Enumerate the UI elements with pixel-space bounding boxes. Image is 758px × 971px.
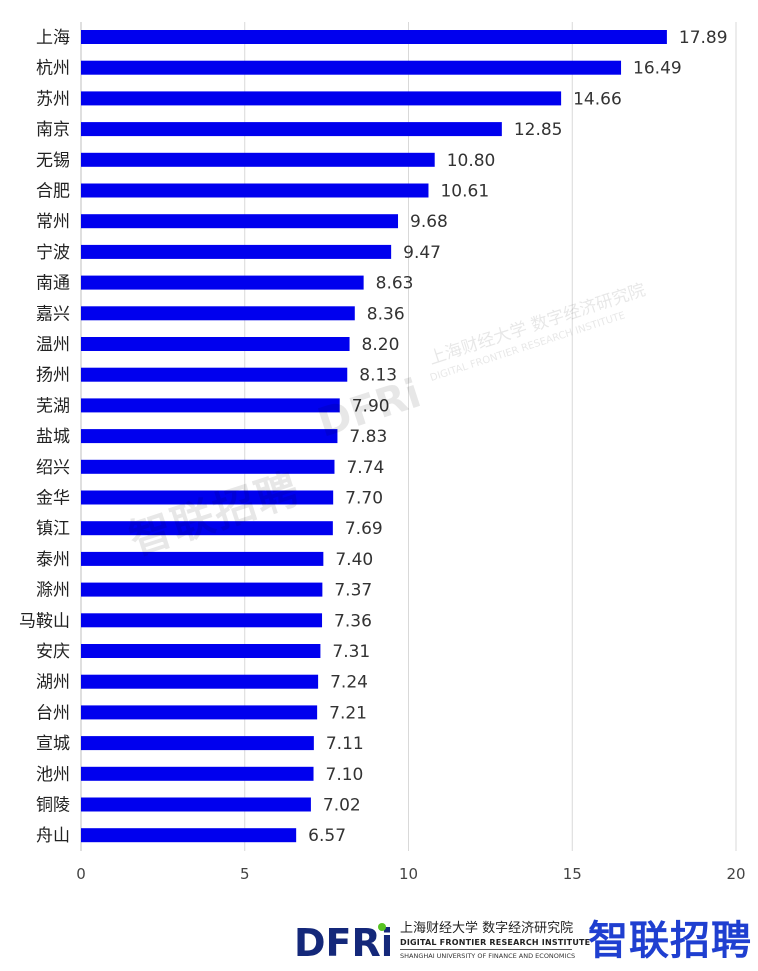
x-tick-label-5: 5: [240, 865, 250, 883]
category-label-26: 舟山: [36, 826, 70, 846]
value-label-19: 7.36: [334, 611, 372, 631]
bar-13: [81, 429, 338, 444]
bar-20: [81, 644, 321, 658]
dfri-logo-text: DFRi: [294, 921, 390, 963]
category-label-15: 金华: [36, 489, 70, 509]
dfri-logo: DFRi: [294, 921, 390, 963]
value-label-25: 7.02: [323, 796, 361, 816]
value-label-16: 7.69: [345, 519, 383, 539]
category-label-4: 无锡: [36, 151, 70, 171]
bar-chart: 上海 17.89 杭州 16.49 苏州 14.66 南京 12.85 无锡 10.80 合肥 10.…: [19, 22, 746, 883]
value-label-23: 7.11: [326, 734, 364, 754]
category-label-6: 常州: [36, 212, 70, 232]
value-label-1: 16.49: [633, 59, 682, 79]
value-label-8: 8.63: [376, 274, 414, 294]
bar-10: [81, 337, 350, 351]
value-label-4: 10.80: [447, 151, 496, 171]
bar-25: [81, 797, 311, 812]
category-label-5: 合肥: [36, 182, 70, 202]
category-label-18: 滁州: [36, 581, 70, 601]
category-label-2: 苏州: [36, 89, 70, 109]
category-label-23: 宣城: [36, 734, 70, 754]
value-label-9: 8.36: [367, 304, 405, 324]
bar-26: [81, 828, 297, 843]
value-label-6: 9.68: [410, 212, 448, 232]
value-label-21: 7.24: [330, 673, 368, 693]
bar-6: [81, 214, 399, 229]
value-label-26: 6.57: [308, 826, 346, 846]
x-tick-label-15: 15: [563, 865, 582, 883]
category-label-7: 宁波: [36, 243, 70, 263]
value-label-7: 9.47: [403, 243, 441, 263]
value-label-17: 7.40: [335, 550, 373, 570]
value-label-2: 14.66: [573, 89, 622, 109]
value-label-10: 8.20: [362, 335, 400, 355]
value-label-12: 7.90: [352, 396, 390, 416]
value-label-18: 7.37: [334, 581, 372, 601]
bar-11: [81, 367, 348, 382]
x-tick-label-10: 10: [399, 865, 418, 883]
category-label-24: 池州: [36, 765, 70, 785]
bar-22: [81, 705, 318, 720]
value-label-20: 7.31: [332, 642, 370, 662]
institute-block: 上海财经大学 数字经济研究院 DIGITAL FRONTIER RESEARCH…: [400, 917, 590, 965]
bar-2: [81, 91, 562, 106]
bar-12: [81, 398, 340, 413]
bar-7: [81, 244, 392, 259]
category-label-22: 台州: [36, 703, 70, 723]
bar-8: [81, 275, 364, 290]
value-label-3: 12.85: [514, 120, 563, 140]
bar-17: [81, 551, 324, 566]
institute-name-en: DIGITAL FRONTIER RESEARCH INSTITUTE: [400, 938, 591, 947]
value-label-11: 8.13: [359, 366, 397, 386]
category-label-3: 南京: [36, 120, 70, 140]
category-label-19: 马鞍山: [19, 611, 70, 631]
bar-16: [81, 521, 333, 536]
category-label-1: 杭州: [36, 59, 70, 79]
university-name-en: SHANGHAI UNIVERSITY OF FINANCE AND ECONO…: [400, 952, 576, 960]
bar-19: [81, 613, 323, 628]
category-label-16: 镇江: [36, 519, 70, 539]
category-label-21: 湖州: [36, 673, 70, 693]
category-label-9: 嘉兴: [36, 304, 70, 324]
value-label-24: 7.10: [326, 765, 364, 785]
institute-divider: [400, 949, 572, 950]
category-label-11: 扬州: [36, 366, 70, 386]
bar-15: [81, 490, 334, 505]
bar-9: [81, 306, 355, 321]
bar-24: [81, 766, 314, 781]
bar-3: [81, 122, 502, 137]
x-tick-label-20: 20: [726, 865, 745, 883]
value-label-0: 17.89: [679, 28, 728, 48]
category-label-14: 绍兴: [36, 458, 70, 478]
category-label-8: 南通: [36, 274, 70, 294]
zhilian-logo: 智联招聘: [588, 918, 752, 964]
category-label-10: 温州: [36, 335, 70, 355]
institute-name-cn: 上海财经大学 数字经济研究院: [400, 921, 574, 936]
bar-0: [81, 30, 667, 44]
bar-14: [81, 459, 335, 474]
value-label-22: 7.21: [329, 703, 367, 723]
footer-logos: DFRi 上海财经大学 数字经济研究院 DIGITAL FRONTIER RES…: [290, 915, 752, 967]
bar-18: [81, 582, 323, 597]
bar-4: [81, 152, 435, 167]
bar-1: [81, 60, 622, 75]
value-label-15: 7.70: [345, 489, 383, 509]
bar-5: [81, 183, 429, 198]
category-label-20: 安庆: [36, 642, 70, 662]
category-label-25: 铜陵: [36, 796, 70, 816]
value-label-14: 7.74: [346, 458, 384, 478]
category-label-0: 上海: [36, 28, 70, 48]
bar-23: [81, 736, 314, 751]
category-label-13: 盐城: [36, 427, 70, 447]
category-label-17: 泰州: [36, 550, 70, 570]
x-tick-label-0: 0: [76, 865, 86, 883]
category-label-12: 芜湖: [36, 396, 70, 416]
value-label-5: 10.61: [440, 182, 489, 202]
value-label-13: 7.83: [349, 427, 387, 447]
bar-21: [81, 674, 319, 689]
